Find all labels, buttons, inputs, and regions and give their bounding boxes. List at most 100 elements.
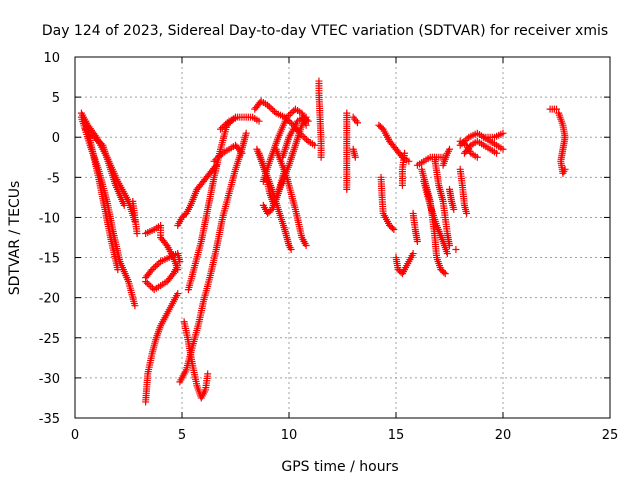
data-point xyxy=(303,116,311,124)
data-point xyxy=(304,117,312,125)
data-point xyxy=(150,264,158,272)
y-tick-label: -10 xyxy=(39,211,60,226)
data-point xyxy=(301,134,309,142)
data-point xyxy=(390,225,398,233)
x-tick-label: 10 xyxy=(281,428,298,443)
data-point xyxy=(299,132,307,140)
data-point xyxy=(95,138,103,146)
data-point xyxy=(446,145,453,153)
data-point xyxy=(210,157,218,165)
data-point xyxy=(463,135,471,143)
x-tick-label: 25 xyxy=(602,428,619,443)
data-point xyxy=(82,125,90,133)
data-point xyxy=(553,105,560,113)
data-point xyxy=(212,156,220,164)
data-point xyxy=(311,141,319,149)
data-point xyxy=(353,119,361,127)
data-point xyxy=(131,302,139,310)
data-point xyxy=(148,266,156,274)
data-point xyxy=(302,121,310,129)
data-point xyxy=(92,135,100,143)
data-point xyxy=(89,132,97,140)
data-point xyxy=(147,267,155,275)
data-point xyxy=(499,129,507,137)
data-point xyxy=(460,138,468,146)
data-point xyxy=(452,246,460,254)
data-point xyxy=(87,130,95,138)
y-tick-label: -35 xyxy=(39,412,60,427)
data-point xyxy=(215,152,223,160)
data-point xyxy=(147,282,155,290)
data-point xyxy=(155,259,163,267)
data-point xyxy=(174,290,182,298)
data-point xyxy=(114,266,122,274)
data-point xyxy=(90,133,98,141)
data-point xyxy=(285,112,293,120)
data-point xyxy=(267,104,275,112)
data-point xyxy=(220,122,228,130)
data-point xyxy=(398,181,406,189)
data-point xyxy=(287,246,295,254)
data-point xyxy=(269,106,277,114)
data-point xyxy=(255,117,263,125)
data-point xyxy=(283,113,291,121)
y-tick-label: -5 xyxy=(47,171,60,186)
data-point xyxy=(446,242,453,250)
data-point xyxy=(440,268,448,276)
data-points xyxy=(77,77,569,406)
data-point xyxy=(493,149,501,157)
data-point xyxy=(561,165,569,173)
data-point xyxy=(466,143,474,151)
data-point xyxy=(222,120,230,128)
x-tick-label: 15 xyxy=(388,428,405,443)
axis-ticks: 0 5 10 15 20 25 10 5 0 -5 -10 -15 -20 -25 -30 -35 xyxy=(39,51,619,443)
x-axis-title: GPS time / hours xyxy=(281,459,398,475)
y-tick-label: 0 xyxy=(52,131,60,146)
data-point xyxy=(499,145,507,153)
data-point xyxy=(388,224,396,232)
data-point xyxy=(162,240,170,248)
data-point xyxy=(176,258,184,266)
data-point xyxy=(270,108,278,116)
y-tick-label: -15 xyxy=(39,252,60,267)
data-point xyxy=(463,209,471,217)
y-tick-label: -25 xyxy=(39,332,60,347)
data-point xyxy=(223,119,231,127)
data-point xyxy=(97,140,105,148)
y-tick-label: -20 xyxy=(39,292,60,307)
data-point xyxy=(456,141,464,149)
data-point xyxy=(145,281,153,289)
data-point xyxy=(413,238,421,246)
data-point xyxy=(473,153,481,161)
data-point xyxy=(133,229,141,237)
data-point xyxy=(264,101,272,109)
data-point xyxy=(85,128,93,136)
y-tick-label: -30 xyxy=(39,372,60,387)
data-point xyxy=(458,140,466,148)
x-tick-label: 0 xyxy=(71,428,79,443)
data-point xyxy=(237,148,245,156)
data-point xyxy=(405,157,413,165)
x-tick-label: 5 xyxy=(178,428,186,443)
data-point xyxy=(443,250,451,258)
data-point xyxy=(441,270,449,278)
data-point xyxy=(204,370,212,378)
data-point xyxy=(343,109,351,117)
data-point xyxy=(151,262,159,270)
y-tick-label: 10 xyxy=(43,51,60,66)
data-point xyxy=(461,136,469,144)
data-point xyxy=(286,118,294,126)
data-point xyxy=(265,103,273,111)
data-point xyxy=(94,136,102,144)
data-point xyxy=(217,125,225,133)
data-point xyxy=(143,279,151,287)
data-point xyxy=(168,271,176,279)
data-point xyxy=(351,153,359,161)
data-point xyxy=(242,129,250,137)
plot-frame xyxy=(74,56,611,419)
data-point xyxy=(286,110,294,118)
data-point xyxy=(288,108,296,116)
data-point xyxy=(153,261,161,269)
data-point xyxy=(450,205,458,213)
